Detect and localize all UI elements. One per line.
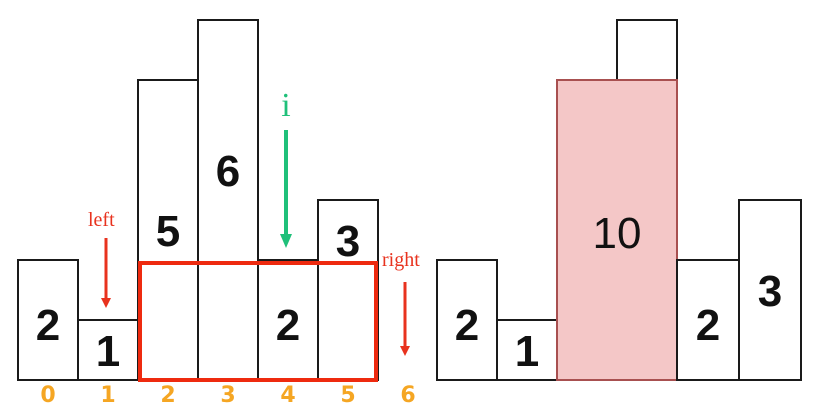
right-bar-4 (738, 199, 802, 381)
index-label-0: 0 (40, 383, 55, 405)
index-label-3: 3 (220, 383, 235, 405)
right-bar-value-4: 3 (758, 267, 782, 316)
left-bar-value-2: 5 (156, 207, 180, 256)
left-bar-3 (197, 19, 259, 381)
left-bar-2 (137, 79, 199, 381)
left-pointer-label: left (88, 209, 115, 231)
right-bar-3 (676, 259, 740, 381)
right-bar-1 (496, 319, 558, 381)
index-label-1: 1 (100, 383, 115, 405)
left-pointer: left (88, 209, 115, 308)
selection-rectangle (138, 261, 378, 382)
right-pointer: right (382, 249, 420, 356)
i-pointer: i (280, 87, 292, 248)
index-label-2: 2 (160, 383, 175, 405)
right-highlight-area (556, 79, 678, 381)
right-overhang-bar (616, 19, 678, 81)
index-label-6: 6 (400, 383, 415, 405)
i-pointer-arrow (280, 130, 292, 248)
right-pointer-label: right (382, 249, 420, 271)
index-labels: 0 1 2 3 4 5 6 (40, 383, 415, 405)
left-bar-value-0: 2 (36, 301, 60, 350)
index-label-5: 5 (340, 383, 355, 405)
right-pointer-arrow-head (400, 346, 410, 356)
left-bar-1 (77, 319, 139, 381)
right-bar-value-3: 2 (696, 301, 720, 350)
left-bar-value-1: 1 (96, 327, 120, 376)
index-label-4: 4 (280, 383, 295, 405)
i-pointer-label: i (281, 87, 290, 124)
right-area-value: 10 (593, 209, 642, 258)
right-bar-value-1: 1 (515, 327, 539, 376)
left-bar-value-5: 3 (336, 217, 360, 266)
left-bar-value-4: 2 (276, 301, 300, 350)
left-bar-value-3: 6 (216, 147, 240, 196)
right-bar-0 (436, 259, 498, 381)
left-bar-0 (17, 259, 79, 381)
right-bar-value-0: 2 (455, 301, 479, 350)
left-pointer-arrow-head (101, 298, 111, 308)
